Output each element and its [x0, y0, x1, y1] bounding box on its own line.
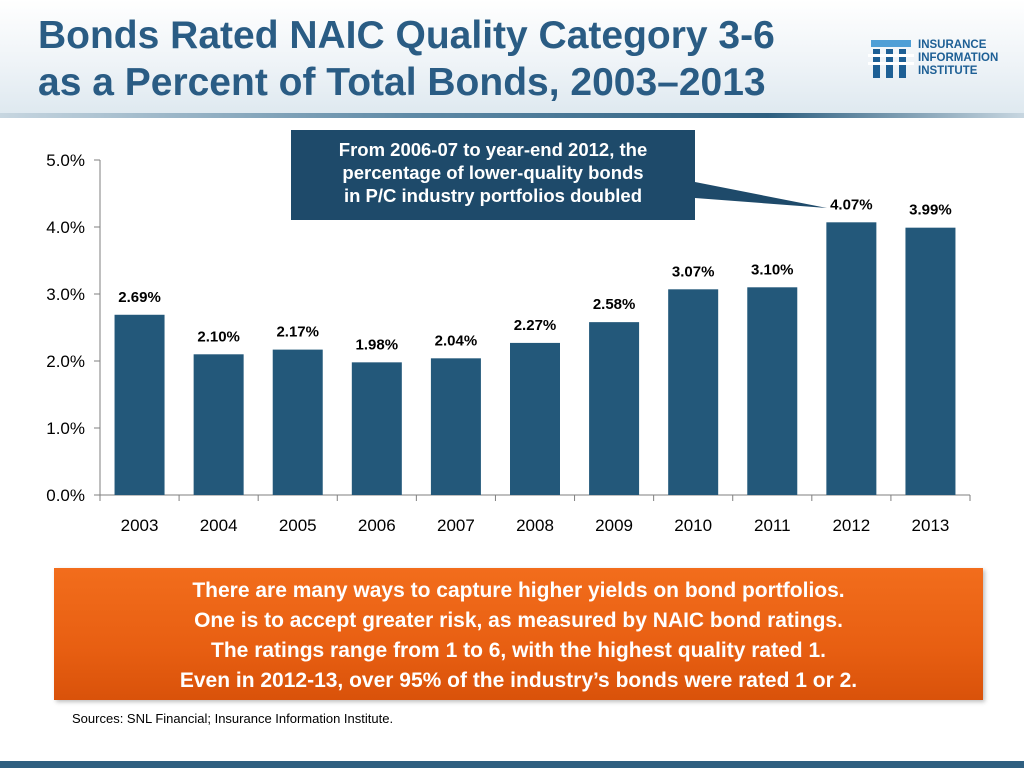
callout-line-1: From 2006-07 to year-end 2012, the [338, 139, 648, 160]
data-label: 2.10% [197, 328, 240, 345]
data-label: 2.04% [435, 332, 478, 349]
bar [193, 354, 244, 495]
data-label: 2.69% [118, 289, 161, 306]
iii-logo-wordmark: INSURANCE INFORMATION INSTITUTE [918, 39, 998, 78]
callout-line-3: in P/C industry portfolios doubled [343, 185, 643, 206]
header-divider [0, 113, 1024, 118]
data-label: 2.17% [276, 324, 319, 341]
x-tick-label: 2004 [200, 516, 238, 535]
bar [747, 287, 798, 495]
header-band [0, 0, 1024, 118]
bar [114, 314, 165, 495]
bar [430, 358, 481, 495]
sources-note: Sources: SNL Financial; Insurance Inform… [72, 711, 394, 726]
data-label: 3.99% [909, 202, 952, 219]
bar [589, 322, 640, 495]
x-tick-label: 2008 [516, 516, 554, 535]
bar [272, 349, 323, 495]
bottom-bar [0, 761, 1024, 768]
y-tick-label: 5.0% [46, 151, 85, 170]
data-label: 1.98% [356, 336, 399, 353]
data-label: 2.58% [593, 296, 636, 313]
iii-logo-icon [868, 40, 914, 78]
y-tick-label: 3.0% [46, 285, 85, 304]
x-tick-label: 2011 [754, 516, 791, 535]
bar [351, 362, 402, 495]
x-tick-label: 2012 [832, 516, 870, 535]
callout-shape [291, 130, 827, 220]
callout-text: From 2006-07 to year-end 2012, the perce… [299, 138, 687, 207]
takeaway-line-4: Even in 2012-13, over 95% of the industr… [179, 669, 858, 692]
x-tick-label: 2010 [674, 516, 712, 535]
x-tick-label: 2009 [595, 516, 633, 535]
title-line-2: as a Percent of Total Bonds, 2003–2013 [38, 61, 766, 104]
slide-title: Bonds Rated NAIC Quality Category 3-6 as… [38, 12, 775, 106]
y-tick-label: 1.0% [46, 419, 85, 438]
y-tick-label: 4.0% [46, 218, 85, 237]
bar [668, 289, 719, 495]
x-tick-label: 2005 [279, 516, 317, 535]
data-label: 2.27% [514, 317, 557, 334]
logo-line-2: INFORMATION [918, 52, 999, 64]
x-tick-label: 2013 [912, 516, 950, 535]
takeaway-line-1: There are many ways to capture higher yi… [192, 579, 845, 602]
bar [905, 227, 956, 496]
takeaway-line-2: One is to accept greater risk, as measur… [194, 609, 843, 632]
logo-line-1: INSURANCE [918, 39, 987, 51]
data-label: 4.07% [830, 196, 873, 213]
x-tick-label: 2003 [121, 516, 159, 535]
logo-line-3: INSTITUTE [918, 65, 978, 77]
y-tick-label: 0.0% [46, 486, 85, 505]
data-label: 3.10% [751, 261, 794, 278]
x-tick-label: 2007 [437, 516, 475, 535]
title-line-1: Bonds Rated NAIC Quality Category 3-6 [38, 14, 775, 57]
bar [510, 342, 560, 495]
callout-line-2: percentage of lower-quality bonds [342, 162, 644, 183]
data-label: 3.07% [672, 263, 715, 280]
bar-chart: 0.0% 1.0% 2.0% 3.0% 4.0% 5.0% 2.69% 2003 2.10% 20… [46, 151, 971, 535]
takeaway-text: There are many ways to capture higher yi… [54, 568, 983, 696]
callout-box: From 2006-07 to year-end 2012, the perce… [291, 130, 827, 220]
takeaway-box: There are many ways to capture higher yi… [54, 568, 983, 700]
bar [826, 222, 877, 495]
takeaway-line-3: The ratings range from 1 to 6, with the … [211, 639, 826, 662]
iii-logo: INSURANCE INFORMATION INSTITUTE [868, 38, 1018, 82]
x-tick-label: 2006 [358, 516, 396, 535]
y-tick-label: 2.0% [46, 352, 85, 371]
